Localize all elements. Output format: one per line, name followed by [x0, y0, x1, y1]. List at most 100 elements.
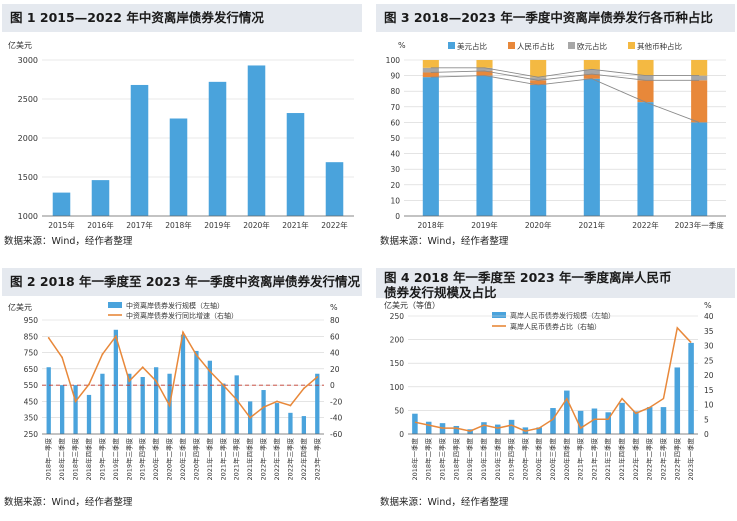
fig2-xtick-label: 2021年一季度 — [205, 438, 214, 481]
fig1-xtick-label: 2015年 — [48, 220, 75, 230]
fig1-bar — [52, 192, 71, 216]
fig3-legend-swatch — [448, 42, 455, 49]
fig2-growth-point — [195, 354, 198, 356]
fig2-left-ytick-label: 850 — [24, 332, 39, 341]
fig4-xtick-label: 2020年四季度 — [562, 438, 571, 481]
fig2-growth-point — [249, 416, 252, 419]
fig4-xtick-label-group: 2018年三季度 — [438, 438, 447, 481]
fig4-left-ytick-label: 100 — [390, 383, 405, 392]
fig1-bar — [325, 162, 344, 216]
fig4-xtick-label: 2021年三季度 — [603, 438, 612, 481]
fig2-xtick-label: 2019年三季度 — [124, 438, 133, 481]
fig4-right-ytick-label: 40 — [704, 312, 714, 321]
fig3-legend-label: 欧元占比 — [577, 41, 607, 51]
fig3-series-connector-line — [430, 67, 700, 78]
fig2-xtick-label-group: 2018年二季度 — [57, 438, 66, 481]
fig2-bar — [100, 373, 105, 434]
fig2-xtick-label-group: 2022年一季度 — [259, 438, 268, 481]
fig4-right-ytick-label: 25 — [704, 356, 714, 365]
fig1-xtick-label: 2019年 — [204, 220, 231, 230]
fig1-ytick-label: 1500 — [18, 173, 38, 182]
fig2-xtick-label-group: 2019年二季度 — [111, 438, 120, 481]
fig4-bar — [688, 342, 694, 434]
fig4-xtick-label: 2021年四季度 — [617, 438, 626, 481]
fig2-left-ytick-label: 950 — [24, 316, 39, 325]
fig3-bar-segment — [530, 77, 547, 81]
fig2-bar — [288, 412, 293, 434]
fig4-xtick-label-group: 2018年一季度 — [410, 438, 419, 481]
fig4-right-ytick-label: 0 — [704, 430, 709, 439]
fig2-legend-bar-swatch — [108, 302, 122, 308]
fig3-bar-segment — [476, 60, 493, 68]
fig4-xtick-label-group: 2020年一季度 — [520, 438, 529, 481]
fig3-bar-segment — [691, 60, 708, 76]
fig4-right-ytick-label: 20 — [704, 371, 714, 380]
fig4-right-ytick-label: 35 — [704, 327, 714, 336]
fig2-growth-point — [316, 376, 319, 378]
fig2-xtick-label: 2020年四季度 — [191, 438, 200, 481]
fig4-xtick-label: 2022年四季度 — [672, 438, 681, 481]
fig2-right-ytick-label: -40 — [330, 414, 342, 423]
fig4-bar — [591, 408, 598, 434]
figure-3-source-note: 数据来源：Wind，经作者整理 — [380, 236, 509, 247]
fig4-bar — [536, 427, 542, 434]
fig4-xtick-label-group: 2020年三季度 — [548, 438, 557, 481]
fig4-right-unit-label: % — [704, 301, 712, 310]
fig2-growth-point — [61, 356, 64, 359]
fig3-bar-segment — [530, 80, 547, 85]
fig4-xtick-label: 2023年一季度 — [686, 438, 695, 481]
figure-2-header: 图 2 2018 年一季度至 2023 年一季度中资离岸债券发行情况 — [2, 268, 362, 296]
fig4-xtick-label-group: 2021年三季度 — [603, 438, 612, 481]
fig4-left-ytick-label: 50 — [394, 406, 404, 415]
figure-3-title: 图 3 2018—2023 年一季度中资离岸债券发行各币种占比 — [384, 10, 713, 25]
figure-1-panel: 图 1 2015—2022 年中资离岸债券发行情况 亿美元 1000 1500 200… — [2, 4, 362, 250]
fig3-ytick-label: 100 — [386, 56, 401, 65]
fig2-xtick-label: 2021年三季度 — [232, 438, 241, 481]
fig4-share-line — [414, 326, 692, 432]
fig4-xtick-label-group: 2019年三季度 — [493, 438, 502, 481]
fig3-series-connector-line — [430, 70, 700, 81]
fig2-xtick-label-group: 2018年三季度 — [71, 438, 80, 481]
fig3-ytick-label: 0 — [395, 212, 400, 221]
fig3-ytick-label: 10 — [390, 196, 400, 205]
fig3-bar-segment — [476, 70, 493, 76]
fig3-bar-segment — [422, 77, 439, 216]
fig2-xtick-label: 2022年一季度 — [259, 438, 268, 481]
fig2-bar — [194, 350, 199, 434]
fig2-right-unit-label: % — [330, 303, 338, 312]
figure-3-header: 图 3 2018—2023 年一季度中资离岸债券发行各币种占比 — [376, 4, 735, 32]
fig2-right-ytick-label: -60 — [330, 430, 342, 439]
fig4-xtick-label-group: 2021年一季度 — [576, 438, 585, 481]
fig4-xtick-label-group: 2021年四季度 — [617, 438, 626, 481]
fig2-xtick-label-group: 2019年一季度 — [97, 438, 106, 481]
fig1-xtick-label: 2017年 — [126, 220, 153, 230]
fig4-left-ytick-label: 150 — [390, 359, 405, 368]
fig2-xtick-label-group: 2021年二季度 — [218, 438, 227, 481]
fig1-ytick-label: 2000 — [18, 134, 38, 143]
fig1-ytick-label: 2500 — [18, 95, 38, 104]
fig2-xtick-label: 2019年二季度 — [111, 438, 120, 481]
fig4-left-ytick-label: 200 — [390, 336, 405, 345]
fig2-xtick-label-group: 2023年一季度 — [312, 438, 321, 481]
fig4-xtick-label: 2021年一季度 — [576, 438, 585, 481]
fig3-xtick-label: 2022年 — [632, 220, 659, 230]
fig4-xtick-label: 2022年一季度 — [631, 438, 640, 481]
fig2-xtick-label-group: 2019年四季度 — [138, 438, 147, 481]
fig2-xtick-label-group: 2021年三季度 — [232, 438, 241, 481]
fig3-series-connector-line — [430, 75, 700, 123]
figure-3-panel: 图 3 2018—2023 年一季度中资离岸债券发行各币种占比 % 美元占比 人民币… — [376, 4, 735, 250]
fig2-xtick-label: 2018年二季度 — [57, 438, 66, 481]
fig4-bar — [619, 402, 625, 434]
fig4-xtick-label-group: 2021年二季度 — [589, 438, 598, 481]
fig4-xtick-label: 2018年四季度 — [451, 438, 460, 481]
fig2-xtick-label: 2021年四季度 — [245, 438, 254, 481]
fig3-ytick-label: 80 — [390, 87, 400, 96]
fig3-ytick-label: 30 — [390, 165, 400, 174]
fig2-growth-point — [235, 398, 238, 401]
fig2-xtick-label-group: 2018年四季度 — [84, 438, 93, 481]
fig4-bar — [577, 410, 584, 434]
fig2-growth-point — [101, 353, 104, 356]
fig2-xtick-label: 2018年三季度 — [71, 438, 80, 481]
fig2-xtick-label: 2022年二季度 — [272, 438, 281, 481]
fig4-bar — [660, 407, 667, 434]
